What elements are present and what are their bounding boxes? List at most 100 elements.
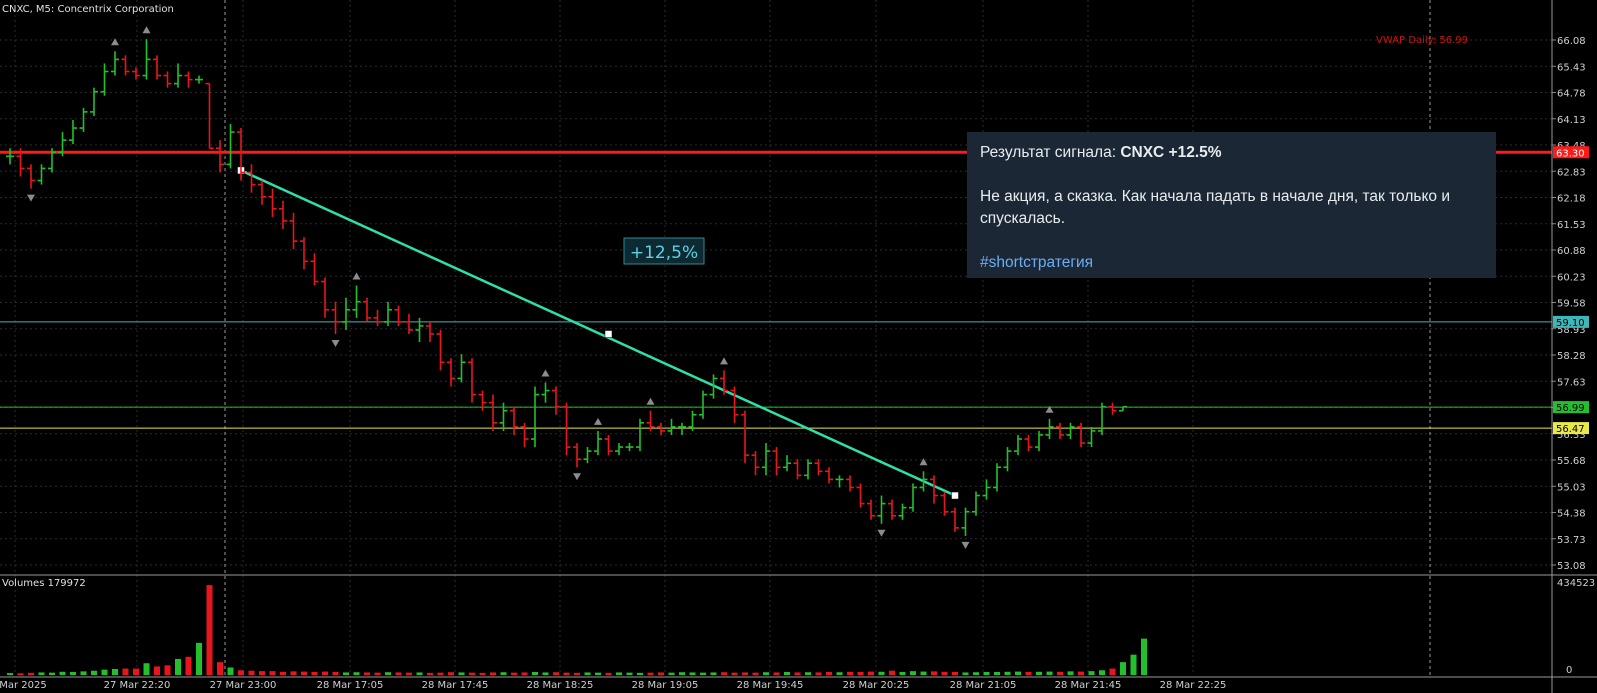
volume-bar (1109, 668, 1116, 675)
signal-anchor-point (951, 491, 959, 500)
volume-bar (448, 672, 454, 675)
volume-bar (427, 672, 433, 675)
volume-bar (364, 672, 370, 675)
volume-bar (70, 672, 76, 675)
volume-bar (973, 672, 979, 675)
fractal-up-marker (594, 417, 602, 425)
candle (310, 253, 319, 286)
volume-bar (416, 672, 423, 675)
volume-bar (511, 672, 517, 675)
price-tag-label: 59.10 (1556, 318, 1585, 329)
fractal-down-marker (877, 529, 886, 537)
candle (69, 119, 77, 145)
candle (846, 475, 854, 492)
candle (531, 386, 539, 448)
candle (279, 200, 287, 229)
volume-bar (910, 671, 916, 675)
candle (478, 390, 487, 411)
candle (877, 495, 886, 524)
volume-bar (322, 671, 328, 675)
candle (415, 317, 424, 343)
volume-bar (80, 671, 87, 675)
candle (594, 430, 602, 456)
price-tick-label: 59.58 (1557, 299, 1586, 310)
volume-bar (952, 672, 958, 675)
volume-bar (532, 672, 538, 675)
volume-bar (920, 671, 927, 675)
candle (352, 285, 361, 318)
time-tick-label: 28 Mar 21:05 (950, 680, 1017, 691)
price-tick-label: 55.03 (1557, 482, 1586, 493)
fractal-up-marker (142, 26, 151, 34)
candle (562, 402, 571, 456)
popup-hashtag[interactable]: #shortстратегия (980, 254, 1094, 271)
price-tick-label: 60.23 (1557, 272, 1586, 283)
candle (1077, 422, 1085, 448)
volume-bar (1057, 671, 1063, 675)
candle (373, 309, 382, 326)
price-tick-label: 54.38 (1557, 509, 1586, 520)
volume-bar (899, 672, 906, 675)
price-tag-box (1553, 315, 1589, 328)
candle (793, 459, 802, 480)
candle (1098, 402, 1106, 435)
candle (730, 386, 739, 423)
time-tick-label: 28 Mar 19:05 (632, 680, 699, 691)
volume-bar (847, 671, 853, 675)
candle (331, 301, 340, 334)
fractal-down-marker (961, 541, 970, 549)
volume-bar (1141, 638, 1147, 675)
candle (940, 491, 949, 516)
candle (363, 297, 371, 322)
time-tick-label: 28 Mar 17:45 (422, 680, 489, 691)
time-tick-label: 28 Mar 17:05 (317, 680, 384, 691)
candle (1024, 434, 1033, 452)
price-tick-label: 60.88 (1557, 246, 1586, 257)
candle (499, 402, 508, 431)
candle (6, 148, 14, 165)
volume-bar (122, 668, 129, 675)
price-tick-label: 53.73 (1557, 535, 1586, 546)
volume-bar (196, 642, 202, 675)
candle (247, 164, 256, 193)
candle (961, 507, 970, 536)
candle (300, 237, 308, 270)
time-tick-label: 27 Mar 22:20 (104, 680, 171, 691)
candle (111, 51, 119, 76)
candle (867, 499, 875, 520)
candle (132, 67, 140, 80)
candle (1087, 426, 1096, 448)
candle (520, 422, 529, 448)
volume-bar (385, 672, 391, 675)
volume-bar (679, 672, 685, 675)
volume-bar (353, 672, 360, 675)
volume-bar (542, 672, 549, 675)
candle (79, 107, 88, 133)
volume-bar (521, 672, 528, 675)
price-tick-label: 58.28 (1557, 351, 1586, 362)
fractal-up-marker (919, 458, 928, 466)
volume-bar (1088, 671, 1095, 675)
candles (6, 26, 1127, 549)
volume-bar (311, 672, 318, 675)
candle (489, 394, 497, 431)
candle (174, 63, 182, 88)
volume-bar (458, 672, 465, 675)
candle (321, 277, 329, 318)
candle (1014, 434, 1022, 456)
candle (972, 491, 980, 516)
volume-bar (259, 671, 265, 675)
candle (237, 128, 245, 181)
time-tick-label: 28 Mar 19:45 (737, 680, 804, 691)
fractal-up-marker (1045, 405, 1054, 413)
time-tick-label: 27 Mar 2025 (0, 680, 47, 691)
candle (982, 479, 991, 500)
price-tick-label: 65.43 (1557, 62, 1586, 73)
fractal-up-marker (646, 397, 655, 405)
signal-popup: Результат сигнала: CNXC +12.5% Не акция,… (967, 132, 1496, 278)
volume-bar (889, 670, 895, 675)
popup-title: Результат сигнала: CNXC +12.5% (980, 142, 1483, 164)
candle (888, 499, 896, 520)
